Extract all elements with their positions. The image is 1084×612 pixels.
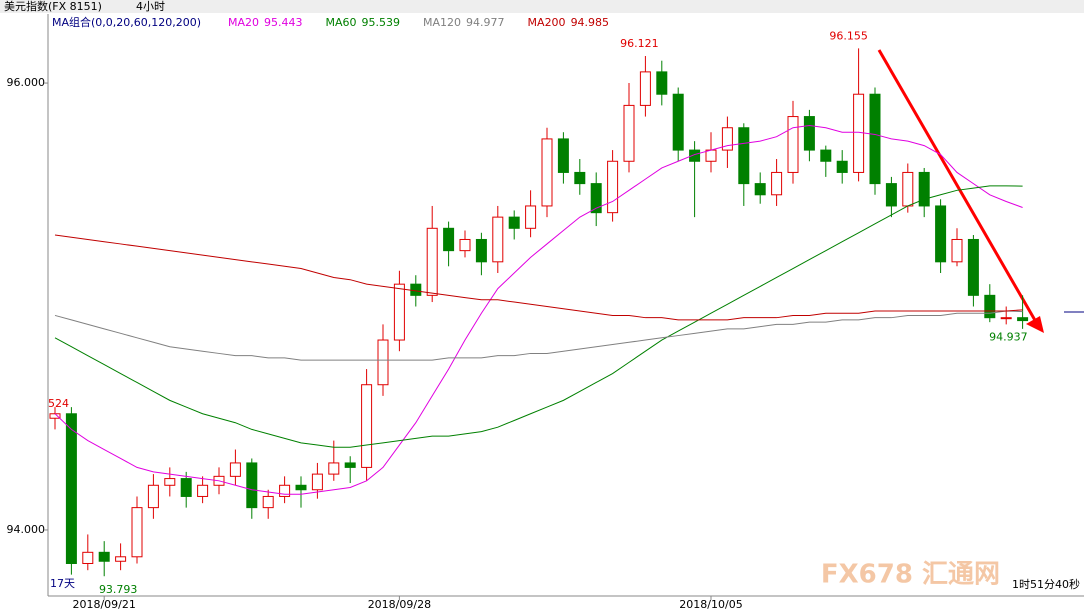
x-tick-label: 2018/10/05: [679, 598, 742, 611]
candle-body: [557, 138, 569, 173]
candle-body: [754, 183, 766, 196]
candle-body: [98, 551, 110, 562]
title-bar: [0, 0, 1084, 13]
ma-line: [54, 125, 1023, 495]
candle-body: [885, 183, 897, 207]
legend-value: 95.539: [362, 16, 401, 29]
y-tick-label: 96.000: [7, 76, 46, 89]
candle-body: [131, 507, 143, 558]
period[interactable]: 4小时: [136, 0, 165, 13]
legend-name: MA20: [228, 16, 259, 29]
legend-name: MA120: [423, 16, 461, 29]
candle-body: [279, 484, 291, 497]
candle-body: [541, 138, 553, 207]
ma-line: [54, 234, 1023, 321]
candle-body: [1017, 317, 1029, 322]
legend-name: MA200: [528, 16, 566, 29]
candle-body: [853, 93, 865, 173]
ma-line: [54, 310, 1023, 361]
legend-title[interactable]: MA组合(0,0,20,60,120,200): [52, 15, 201, 29]
low-label: 93.793: [99, 583, 138, 596]
high-label: 96.155: [829, 29, 868, 42]
candle-body: [410, 283, 422, 296]
candle-body: [820, 149, 832, 162]
y-tick-label: 94.000: [7, 523, 46, 536]
candle-body: [295, 484, 307, 491]
candle-body: [639, 71, 651, 106]
candle-body: [459, 238, 471, 252]
candle-body: [229, 462, 241, 477]
candle-body: [984, 294, 996, 319]
candle-body: [377, 339, 389, 386]
candle-body: [426, 227, 438, 296]
candle-body: [525, 205, 537, 229]
candle-body: [803, 116, 815, 151]
candle-body: [771, 171, 783, 196]
candle-body: [147, 484, 159, 509]
legend-value: 95.443: [264, 16, 303, 29]
candle-body: [361, 384, 373, 468]
candle-body: [935, 205, 947, 263]
candle-body: [738, 127, 750, 185]
candle-body: [82, 551, 94, 564]
legend-value: 94.977: [466, 16, 505, 29]
candle-body: [246, 462, 258, 509]
watermark: FX678 汇通网: [821, 560, 1000, 590]
candle-body: [65, 413, 77, 564]
countdown: 1时51分40秒: [1012, 577, 1080, 591]
candle-body: [115, 556, 127, 562]
arrow-head: [1026, 316, 1044, 333]
trend-arrow: [877, 49, 1038, 323]
candle-body: [705, 149, 717, 162]
x-tick-label: 2018/09/21: [72, 598, 135, 611]
candle-body: [492, 216, 504, 263]
last-label: 94.937: [989, 331, 1028, 344]
candle-body: [902, 171, 914, 207]
candle-body: [918, 171, 930, 207]
candle-body: [311, 473, 323, 491]
candle-body: [574, 171, 586, 185]
candle-body: [590, 183, 602, 214]
high-label: 96.121: [620, 37, 659, 50]
candle-body: [508, 216, 520, 229]
candle-body: [656, 71, 668, 95]
candle-body: [869, 93, 881, 185]
x-tick-label: 2018/09/28: [368, 598, 431, 611]
candle-body: [393, 283, 405, 341]
candle-body: [787, 116, 799, 173]
candle-body: [164, 478, 176, 486]
candle-body: [262, 495, 274, 509]
candle-body: [344, 462, 356, 468]
candle-body: [672, 93, 684, 151]
candle-body: [836, 160, 848, 173]
candle-body: [197, 484, 209, 497]
candle-body: [721, 127, 733, 151]
span-label: 17天: [50, 577, 75, 590]
candle-body: [475, 238, 487, 263]
candle-body: [951, 238, 963, 263]
candle-body: [967, 238, 979, 296]
candle-body: [689, 149, 701, 162]
ma-line: [54, 185, 1023, 448]
candle-body: [443, 227, 455, 252]
legend-value: 94.985: [571, 16, 610, 29]
candle-body: [1000, 317, 1012, 320]
left-label: 524: [48, 397, 69, 410]
candle-body: [180, 478, 192, 497]
candle-body: [328, 462, 340, 475]
candle-body: [607, 160, 619, 214]
candle-body: [623, 104, 635, 162]
chart-title[interactable]: 美元指数(FX 8151): [4, 0, 102, 13]
legend-name: MA60: [326, 16, 357, 29]
